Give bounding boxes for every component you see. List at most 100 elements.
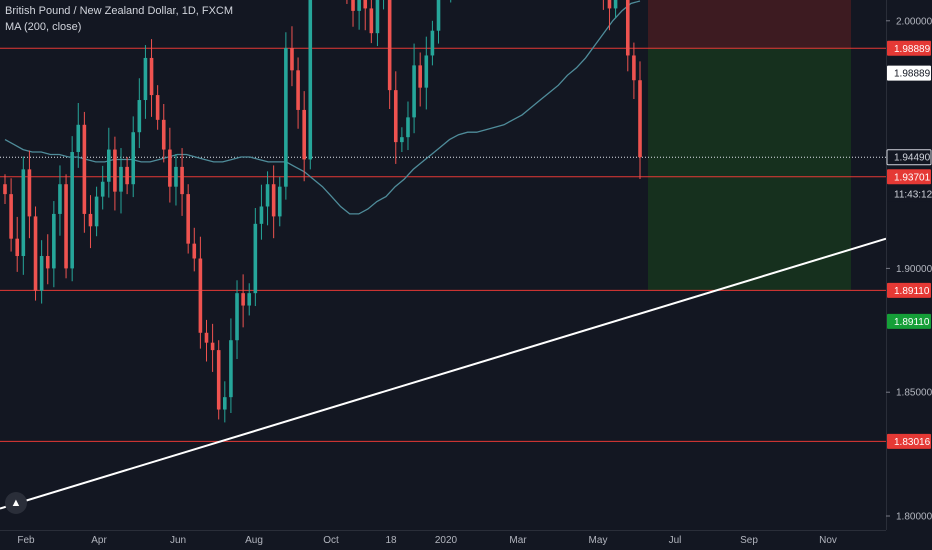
price-tick-label: 1.90000 xyxy=(896,264,932,275)
time-tick-label: 18 xyxy=(385,535,397,546)
price-tag-bg xyxy=(887,313,931,329)
candle-body xyxy=(39,256,44,291)
take-profit-zone[interactable] xyxy=(648,48,851,291)
logo-icon: ▲ xyxy=(10,497,22,509)
candle-body xyxy=(149,57,154,96)
price-tag-label: 1.98889 xyxy=(894,69,931,80)
candle-body xyxy=(82,124,87,214)
candle-body xyxy=(64,184,68,269)
candle-body xyxy=(198,258,203,333)
price-tag-bg xyxy=(887,169,931,185)
candle-body xyxy=(277,186,282,217)
candle-body xyxy=(308,0,313,160)
price-tag-bg xyxy=(887,282,931,298)
candle-body xyxy=(613,0,618,9)
candle-body xyxy=(625,0,630,56)
candle-body xyxy=(363,0,368,9)
price-tag-label: 1.93701 xyxy=(894,172,931,183)
candle-body xyxy=(216,350,221,410)
candle-body xyxy=(45,256,50,269)
candle-body xyxy=(27,169,32,217)
horizontal-levels[interactable] xyxy=(0,0,886,442)
candle-body xyxy=(284,48,288,187)
ma-200-line xyxy=(4,0,641,215)
candle-body xyxy=(271,184,276,217)
ascending-trend-line[interactable] xyxy=(0,237,887,510)
candle-body xyxy=(259,206,264,224)
candle-body xyxy=(15,238,20,257)
candle-body xyxy=(632,55,636,81)
candle-body xyxy=(186,194,190,244)
price-tag-label: 11:43:12 xyxy=(894,190,932,201)
tradingview-logo[interactable]: ▲ xyxy=(5,492,27,514)
long-position-tool[interactable] xyxy=(648,0,851,291)
indicator-title[interactable]: MA (200, close) xyxy=(5,21,82,33)
candle-body xyxy=(168,149,172,187)
price-tag-bg xyxy=(887,433,931,449)
candle-body xyxy=(76,124,81,153)
candle-body xyxy=(369,8,374,34)
candle-body xyxy=(58,184,62,214)
time-tick-label: Mar xyxy=(509,535,527,546)
candle-body xyxy=(70,152,74,269)
price-tag-label: 1.89110 xyxy=(894,286,930,297)
time-tick-label: Aug xyxy=(245,535,263,546)
candle-body xyxy=(607,0,612,9)
price-tick-label: 1.85000 xyxy=(896,388,932,399)
candle-body xyxy=(180,166,184,195)
candle-body xyxy=(296,70,300,110)
candle-body xyxy=(119,166,123,192)
ma-200-polyline xyxy=(4,0,641,215)
candle-body xyxy=(33,216,38,291)
time-tick-label: Sep xyxy=(740,535,758,546)
price-axis[interactable]: 2.200002.150002.050002.000001.900001.850… xyxy=(886,0,932,550)
price-tag-bg xyxy=(887,186,931,202)
candle-body xyxy=(229,340,233,398)
candle-body xyxy=(357,0,361,11)
price-tick-label: 2.00000 xyxy=(896,16,932,27)
trend-line[interactable] xyxy=(0,237,887,510)
candle-body xyxy=(430,30,435,56)
candle-body xyxy=(113,149,117,192)
candle-body xyxy=(210,342,215,351)
candle-body xyxy=(247,293,252,306)
price-tag-bg xyxy=(887,40,931,56)
candle-body xyxy=(253,223,258,294)
time-tick-label: Oct xyxy=(323,535,339,546)
candle-body xyxy=(638,80,642,158)
candle-body xyxy=(375,0,380,34)
price-tag-bg xyxy=(887,65,931,81)
candle-body xyxy=(100,181,105,197)
time-tick-label: Jul xyxy=(669,535,682,546)
candle-body xyxy=(9,194,13,239)
candle-body xyxy=(302,109,306,160)
time-tick-label: Apr xyxy=(91,535,107,546)
time-tick-label: Nov xyxy=(819,535,837,546)
chart-legend: British Pound / New Zealand Dollar, 1D, … xyxy=(5,3,233,35)
price-axis-bg xyxy=(886,0,932,550)
candle-body xyxy=(412,65,416,118)
candle-body xyxy=(400,137,404,143)
candle-body xyxy=(94,196,99,227)
candle-body xyxy=(21,169,26,257)
stop-loss-zone[interactable] xyxy=(648,0,851,49)
time-axis[interactable]: Feb Apr Jun Aug Oct 18 2020 Mar May Jul Sep Nov xyxy=(0,530,886,547)
candle-body xyxy=(155,95,160,120)
candle-body xyxy=(418,65,422,88)
price-tag-label: 1.98889 xyxy=(894,44,931,55)
candle-body xyxy=(161,119,166,150)
candle-body xyxy=(204,332,209,343)
candle-body xyxy=(125,166,129,185)
candle-body xyxy=(106,149,111,182)
price-tag-label: 1.89110 xyxy=(894,317,930,328)
candle-body xyxy=(174,166,178,187)
time-tick-label: Feb xyxy=(17,535,35,546)
time-tick-label: 2020 xyxy=(435,535,458,546)
time-tick-label: May xyxy=(589,535,608,546)
candle-body xyxy=(131,132,136,185)
symbol-title[interactable]: British Pound / New Zealand Dollar, 1D, … xyxy=(5,5,234,17)
candle-body xyxy=(351,0,355,11)
price-tag-label: 1.94490 xyxy=(894,153,931,164)
